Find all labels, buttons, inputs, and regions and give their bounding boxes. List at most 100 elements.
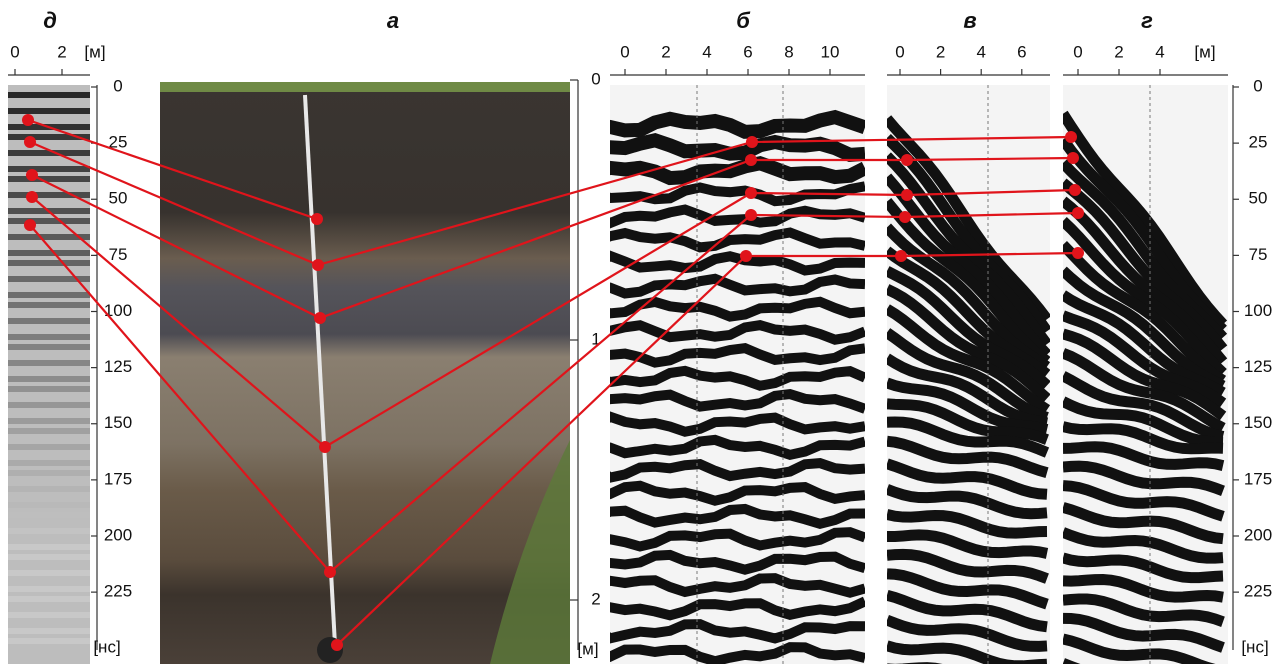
link-point [319,441,331,453]
stripe [887,509,1048,539]
link-point [1067,152,1079,164]
stripe [8,276,90,282]
stripe [8,428,90,434]
stripe [8,638,90,644]
stripe [8,628,90,634]
link-point [311,213,323,225]
axes: 0255075100125150175200225[нс]02550751001… [8,42,1272,658]
stripe [8,292,90,298]
link-point [324,566,336,578]
stripe [8,570,90,576]
unit-label: [нс] [93,637,120,656]
stripe [1063,290,1226,398]
stripe [8,260,90,266]
stripe [1063,348,1226,433]
stripe [887,589,1048,633]
stripe [8,234,90,240]
stripe [610,365,865,391]
link-point [746,136,758,148]
link-point [745,187,757,199]
stripe [8,360,90,366]
stripe [8,486,90,492]
stripe [8,544,90,550]
unit-label: [м] [577,639,598,658]
stripe [887,416,1050,458]
stripe [1063,310,1227,408]
panel-label: г [1141,8,1153,33]
unit-label: [нс] [1241,637,1268,656]
stripe [8,554,90,560]
stripe [887,152,1050,348]
stripe [610,204,865,229]
link-point [331,639,343,651]
stripe [887,484,1048,520]
stripe [1063,178,1228,353]
x-tick-label: 0 [1073,42,1082,61]
stripe [1063,371,1225,442]
stripe [1063,217,1227,377]
stripe [610,155,865,186]
link-point [901,189,913,201]
link-point [22,114,34,126]
link-point [24,219,36,231]
x-tick-label: 2 [57,42,66,61]
stripe [887,614,1048,652]
link-point [26,191,38,203]
unit-label: [м] [1194,42,1215,61]
stripe [1063,196,1228,366]
stripe [8,596,90,602]
stripe [610,480,865,506]
stripe [8,150,90,156]
y-tick-label: 75 [1249,245,1268,264]
stripe [610,434,865,461]
x-tick-label: 8 [784,42,793,61]
stripe [8,512,90,518]
stripe [8,586,90,592]
stripe [610,458,865,483]
y-tick-label: 75 [109,245,128,264]
stripe [887,568,1049,610]
stripe [1063,240,1227,386]
stripe [610,273,865,299]
stripe [887,223,1050,372]
stripe [610,388,865,414]
stripe [8,92,90,98]
y-tick-label: 2 [591,589,600,608]
panel-label: в [963,8,976,33]
x-tick-label: 6 [1017,42,1026,61]
stripe [887,640,1047,664]
stripe [610,109,865,139]
stripe [8,134,90,140]
stripe [1063,552,1224,584]
y-tick-label: 1 [591,329,600,348]
stripe [887,377,1049,435]
stripe [8,318,90,324]
stripe [8,470,90,476]
stripe [8,344,90,350]
y-tick-label: 0 [591,69,600,88]
stripe [887,353,1049,429]
y-tick-label: 125 [1244,357,1272,376]
stripe [887,529,1049,559]
stripe [1063,480,1225,522]
stripe [8,176,90,182]
stripe [1063,136,1227,334]
stripe [610,227,865,253]
stripe [8,444,90,450]
stripe [610,296,865,322]
link-line [336,251,1079,646]
stripe [610,527,865,552]
stripe [8,612,90,618]
y-tick-label: 125 [104,357,132,376]
stripe [1063,612,1225,653]
stripe [887,115,1050,323]
stripe [8,334,90,340]
stripe [610,320,865,345]
panel-label: а [387,8,399,33]
y-tick-label: 175 [1244,469,1272,488]
grass [160,82,570,92]
stripe [8,418,90,424]
stripe [8,192,90,198]
stripe [8,302,90,308]
